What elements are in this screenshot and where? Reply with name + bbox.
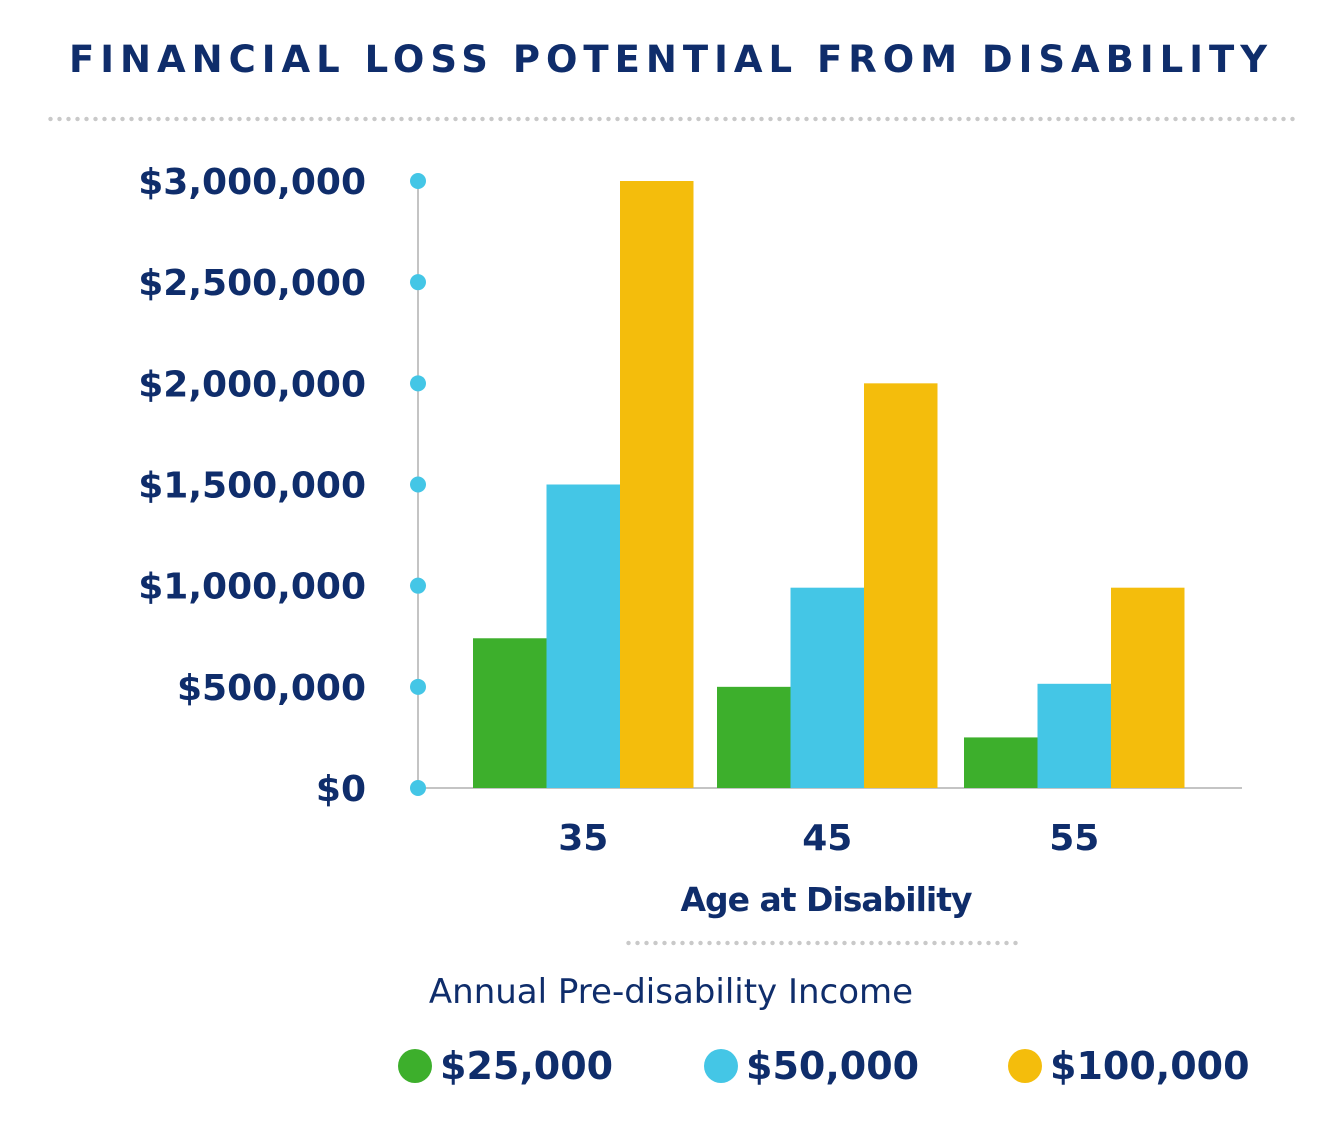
bar-55-series-0 (964, 737, 1038, 788)
bar-35-series-0 (473, 638, 547, 788)
bars (473, 181, 1185, 788)
x-tick-label: 55 (1049, 818, 1099, 859)
y-tick-dot (410, 173, 426, 189)
legend-title: Annual Pre-disability Income (428, 972, 914, 1012)
bar-35-series-1 (546, 484, 620, 788)
legend-label-25000: $25,000 (440, 1044, 614, 1088)
legend-swatch-25000 (398, 1049, 432, 1083)
legend-label-50000: $50,000 (746, 1044, 920, 1088)
bar-chart: $0 $500,000 $1,000,000 $1,500,000 $2,000,000… (138, 162, 1242, 919)
bar-35-series-2 (620, 181, 694, 788)
x-tick-label: 35 (558, 818, 608, 859)
y-tick-dot (410, 375, 426, 392)
y-tick-label: $0 (316, 769, 366, 810)
x-axis-label: Age at Disability (680, 880, 972, 919)
bar-45-series-0 (717, 686, 791, 788)
y-tick-dot (410, 678, 426, 695)
legend: $25,000 $50,000 $100,000 (0, 1038, 1342, 1094)
y-tick-label: $1,000,000 (138, 567, 366, 608)
y-tick-label: $500,000 (177, 668, 366, 709)
legend-swatch-50000 (704, 1049, 738, 1083)
y-tick-dot (410, 577, 426, 594)
y-tick-dot (410, 780, 426, 796)
y-tick-dot (410, 274, 426, 291)
bar-55-series-1 (1037, 683, 1111, 788)
chart-title: FINANCIAL LOSS POTENTIAL FROM DISABILITY (68, 38, 1274, 81)
legend-item-100000: $100,000 (1008, 1038, 1250, 1094)
y-tick-label: $1,500,000 (138, 466, 366, 507)
bar-45-series-1 (790, 587, 864, 788)
x-tick-label: 45 (802, 818, 852, 859)
y-tick-label: $3,000,000 (138, 162, 366, 203)
legend-item-50000: $50,000 (704, 1038, 919, 1094)
y-tick-label: $2,000,000 (138, 364, 366, 405)
bar-55-series-2 (1111, 587, 1185, 788)
x-axis: 35 45 55 (558, 818, 1099, 859)
legend-item-25000: $25,000 (398, 1038, 613, 1094)
legend-divider (624, 940, 1018, 946)
legend-label-100000: $100,000 (1050, 1044, 1250, 1088)
legend-swatch-100000 (1008, 1049, 1042, 1083)
bar-45-series-2 (864, 383, 938, 788)
title-divider (46, 116, 1298, 122)
y-tick-label: $2,500,000 (138, 263, 366, 304)
y-tick-dot (410, 476, 426, 493)
